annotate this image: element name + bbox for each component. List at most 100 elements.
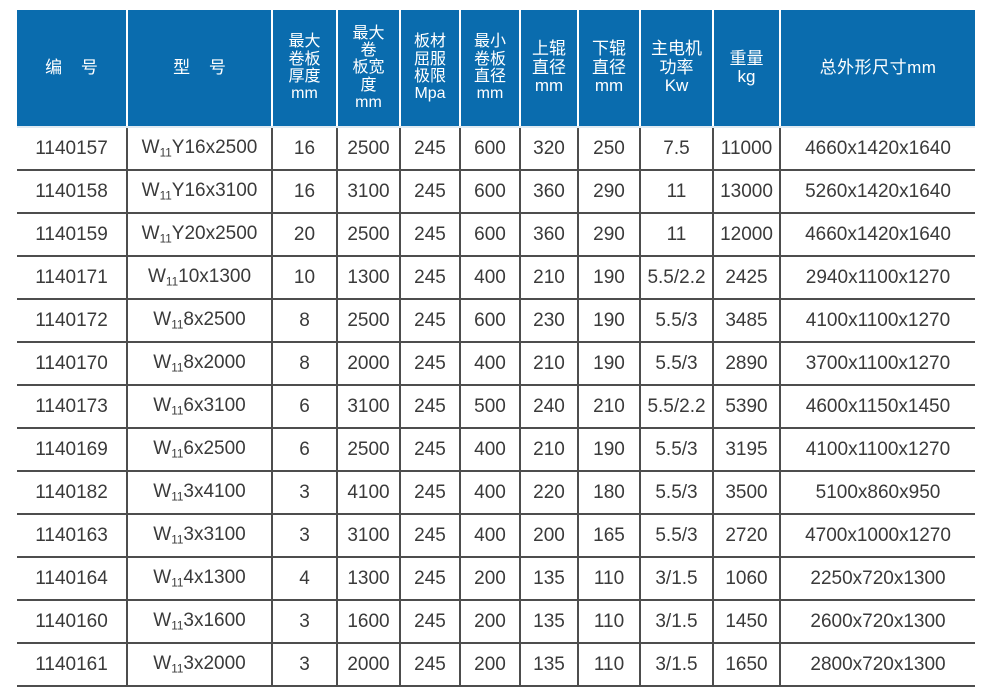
table-row: 1140163 W113x3100 3 3100 245 400 200 165 5.5/3 27… — [17, 513, 975, 557]
column-header-line: 上辊 — [532, 39, 566, 59]
cell-motor: 5.5/3 — [640, 427, 714, 471]
model-prefix: W — [153, 610, 172, 632]
cell-width: 4100 — [337, 470, 401, 514]
column-header-line: 型 号 — [173, 57, 233, 77]
column-header-line: 最大 — [352, 24, 385, 42]
model-subscript: 11 — [159, 232, 172, 246]
plate-rolling-machine-spec-table: 编 号型 号最大 卷板 厚度 mm 最大卷板宽度 mm 板材 屈服 极限 Mpa 最小 卷板 直径 mm 上… — [17, 10, 975, 687]
cell-width: 1600 — [337, 599, 401, 643]
column-header-line: mm — [291, 85, 318, 103]
cell-motor: 5.5/2.2 — [640, 384, 714, 428]
cell-weight: 1450 — [713, 599, 781, 643]
cell-model: W116x3100 — [127, 384, 273, 428]
cell-downroll: 290 — [578, 212, 641, 256]
column-header-line: 编 号 — [45, 57, 105, 77]
cell-thickness: 20 — [272, 212, 338, 256]
table-row: 1140157 W11Y16x2500 16 2500 245 600 320 250 7.5 1… — [17, 127, 975, 170]
cell-thickness: 16 — [272, 169, 338, 213]
specification-table-container: 编 号型 号最大 卷板 厚度 mm 最大卷板宽度 mm 板材 屈服 极限 Mpa 最小 卷板 直径 mm 上… — [17, 10, 975, 687]
cell-weight: 5390 — [713, 384, 781, 428]
column-header-line: Mpa — [414, 85, 446, 103]
cell-overall: 3700x1100x1270 — [780, 341, 975, 385]
cell-downroll: 190 — [578, 298, 641, 342]
model-suffix: Y16x2500 — [171, 137, 258, 159]
cell-thickness: 6 — [272, 427, 338, 471]
cell-overall: 5260x1420x1640 — [780, 169, 975, 213]
cell-motor: 11 — [640, 169, 714, 213]
model-subscript: 11 — [171, 662, 184, 676]
cell-width: 3100 — [337, 169, 401, 213]
cell-uproll: 200 — [520, 513, 579, 557]
model-prefix: W — [153, 653, 172, 675]
model-prefix: W — [147, 266, 166, 288]
cell-mindia: 500 — [460, 384, 521, 428]
cell-overall: 2800x720x1300 — [780, 642, 975, 687]
table-row: 1140160 W113x1600 3 1600 245 200 135 110 3/1.5 14… — [17, 599, 975, 643]
cell-overall: 4660x1420x1640 — [805, 137, 951, 159]
cell-overall: 5100x860x950 — [780, 470, 975, 514]
cell-downroll: 190 — [578, 255, 641, 299]
cell-thickness: 3 — [272, 513, 338, 557]
model-suffix: 10x1300 — [178, 266, 252, 288]
cell-mindia: 600 — [460, 212, 521, 256]
column-header-weight: 重量 kg — [713, 10, 781, 128]
cell-weight: 13000 — [713, 169, 781, 213]
model-subscript: 11 — [159, 146, 172, 160]
cell-code: 1140172 — [17, 298, 128, 342]
cell-code: 1140173 — [17, 384, 128, 428]
cell-overall: 2940x1100x1270 — [780, 255, 975, 299]
cell-width: 3100 — [337, 384, 401, 428]
cell-yield: 245 — [400, 513, 461, 557]
column-header-line: 直径 — [592, 57, 626, 77]
cell-weight: 3500 — [713, 470, 781, 514]
column-header-downroll: 下辊 直径 mm — [578, 10, 641, 128]
cell-width: 2500 — [337, 127, 401, 170]
cell-yield: 245 — [400, 642, 461, 687]
cell-code: 1140160 — [17, 599, 128, 643]
cell-weight: 2425 — [713, 255, 781, 299]
cell-mindia: 200 — [460, 599, 521, 643]
model-suffix: Y20x2500 — [171, 223, 258, 245]
column-header-line: 直径 — [532, 57, 566, 77]
cell-thickness: 16 — [272, 127, 338, 170]
column-header-line: 卷板 — [473, 50, 506, 68]
cell-code: 1140171 — [17, 255, 128, 299]
column-header-line: 最大 — [288, 33, 321, 51]
cell-code: 1140164 — [17, 556, 128, 600]
cell-overall: 4600x1150x1450 — [780, 384, 975, 428]
cell-overall: 4700x1000x1270 — [780, 513, 975, 557]
cell-weight: 3485 — [713, 298, 781, 342]
cell-motor: 5.5/2.2 — [640, 255, 714, 299]
cell-uproll: 220 — [520, 470, 579, 514]
cell-yield: 245 — [400, 212, 461, 256]
cell-mindia: 200 — [460, 556, 521, 600]
cell-yield: 245 — [400, 470, 461, 514]
cell-mindia: 400 — [460, 427, 521, 471]
cell-mindia: 400 — [460, 255, 521, 299]
table-header: 编 号型 号最大 卷板 厚度 mm 最大卷板宽度 mm 板材 屈服 极限 Mpa 最小 卷板 直径 mm 上… — [17, 10, 975, 128]
cell-motor: 5.5/3 — [640, 298, 714, 342]
column-header-line: mm — [534, 76, 564, 96]
column-header-line: 直径 — [473, 68, 506, 85]
column-header-thickness: 最大 卷板 厚度 mm — [272, 10, 338, 128]
table-body: 1140157 W11Y16x2500 16 2500 245 600 320 250 7.5 1… — [17, 127, 975, 687]
column-header-uproll: 上辊 直径 mm — [520, 10, 579, 128]
table-row: 1140164 W114x1300 4 1300 245 200 135 110 3/1.5 10… — [17, 556, 975, 600]
column-header-line: mm — [594, 76, 624, 96]
model-prefix: W — [153, 481, 172, 503]
cell-code: 1140158 — [17, 169, 128, 213]
cell-model: W113x1600 — [127, 599, 273, 643]
cell-mindia: 600 — [460, 169, 521, 213]
model-suffix: 3x1600 — [183, 610, 246, 632]
cell-yield: 245 — [400, 298, 461, 342]
column-header-line: 卷 — [360, 42, 377, 60]
table-row: 1140158 W11Y16x3100 16 3100 245 600 360 290 11 13… — [17, 169, 975, 213]
model-subscript: 11 — [171, 361, 184, 375]
cell-width: 1300 — [337, 255, 401, 299]
cell-downroll: 210 — [578, 384, 641, 428]
cell-width: 2000 — [337, 341, 401, 385]
model-subscript: 11 — [171, 576, 184, 590]
cell-width: 2500 — [337, 298, 401, 342]
cell-width: 3100 — [337, 513, 401, 557]
cell-thickness: 3 — [272, 470, 338, 514]
